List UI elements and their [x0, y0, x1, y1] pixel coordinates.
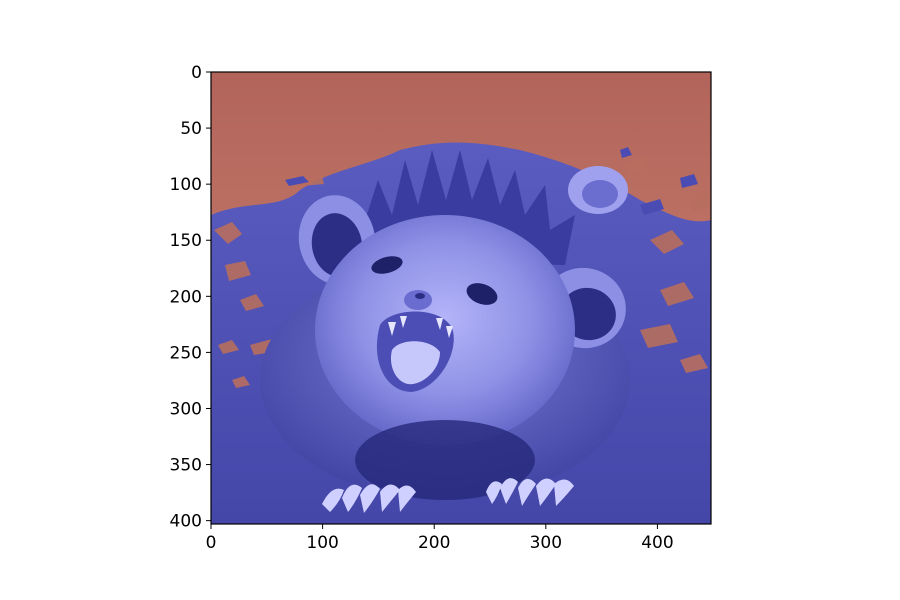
nose: [404, 290, 432, 310]
y-tick-label: 50: [180, 119, 202, 139]
plot-frame: [210, 71, 712, 525]
y-tick-label: 350: [170, 456, 202, 476]
y-tick-label: 400: [170, 512, 202, 532]
x-tick-label: 0: [206, 533, 217, 553]
chest-shadow: [355, 420, 535, 500]
y-tick-label: 0: [191, 63, 202, 83]
opossum-photo: [211, 72, 711, 524]
y-tick-label: 200: [170, 287, 202, 307]
x-tick-label: 100: [306, 533, 338, 553]
teeth: [388, 316, 453, 338]
left-eye: [371, 256, 403, 274]
back-ear: [568, 166, 628, 214]
right-paw: [486, 478, 574, 506]
x-axis: 0 100 200 300 400: [206, 524, 674, 553]
y-tick-label: 250: [170, 343, 202, 363]
right-eye: [466, 283, 498, 305]
background-speckles: [285, 147, 698, 215]
y-tick-label: 150: [170, 231, 202, 251]
left-paw: [322, 484, 416, 513]
x-tick-label: 200: [418, 533, 450, 553]
x-tick-label: 300: [530, 533, 562, 553]
tongue: [390, 341, 440, 385]
y-axis: 0 50 100 150 200 250 300 350 400: [170, 63, 211, 532]
ground-speckles: [214, 159, 711, 388]
y-tick-label: 100: [170, 175, 202, 195]
y-tick-label: 300: [170, 399, 202, 419]
x-tick-label: 400: [641, 533, 673, 553]
